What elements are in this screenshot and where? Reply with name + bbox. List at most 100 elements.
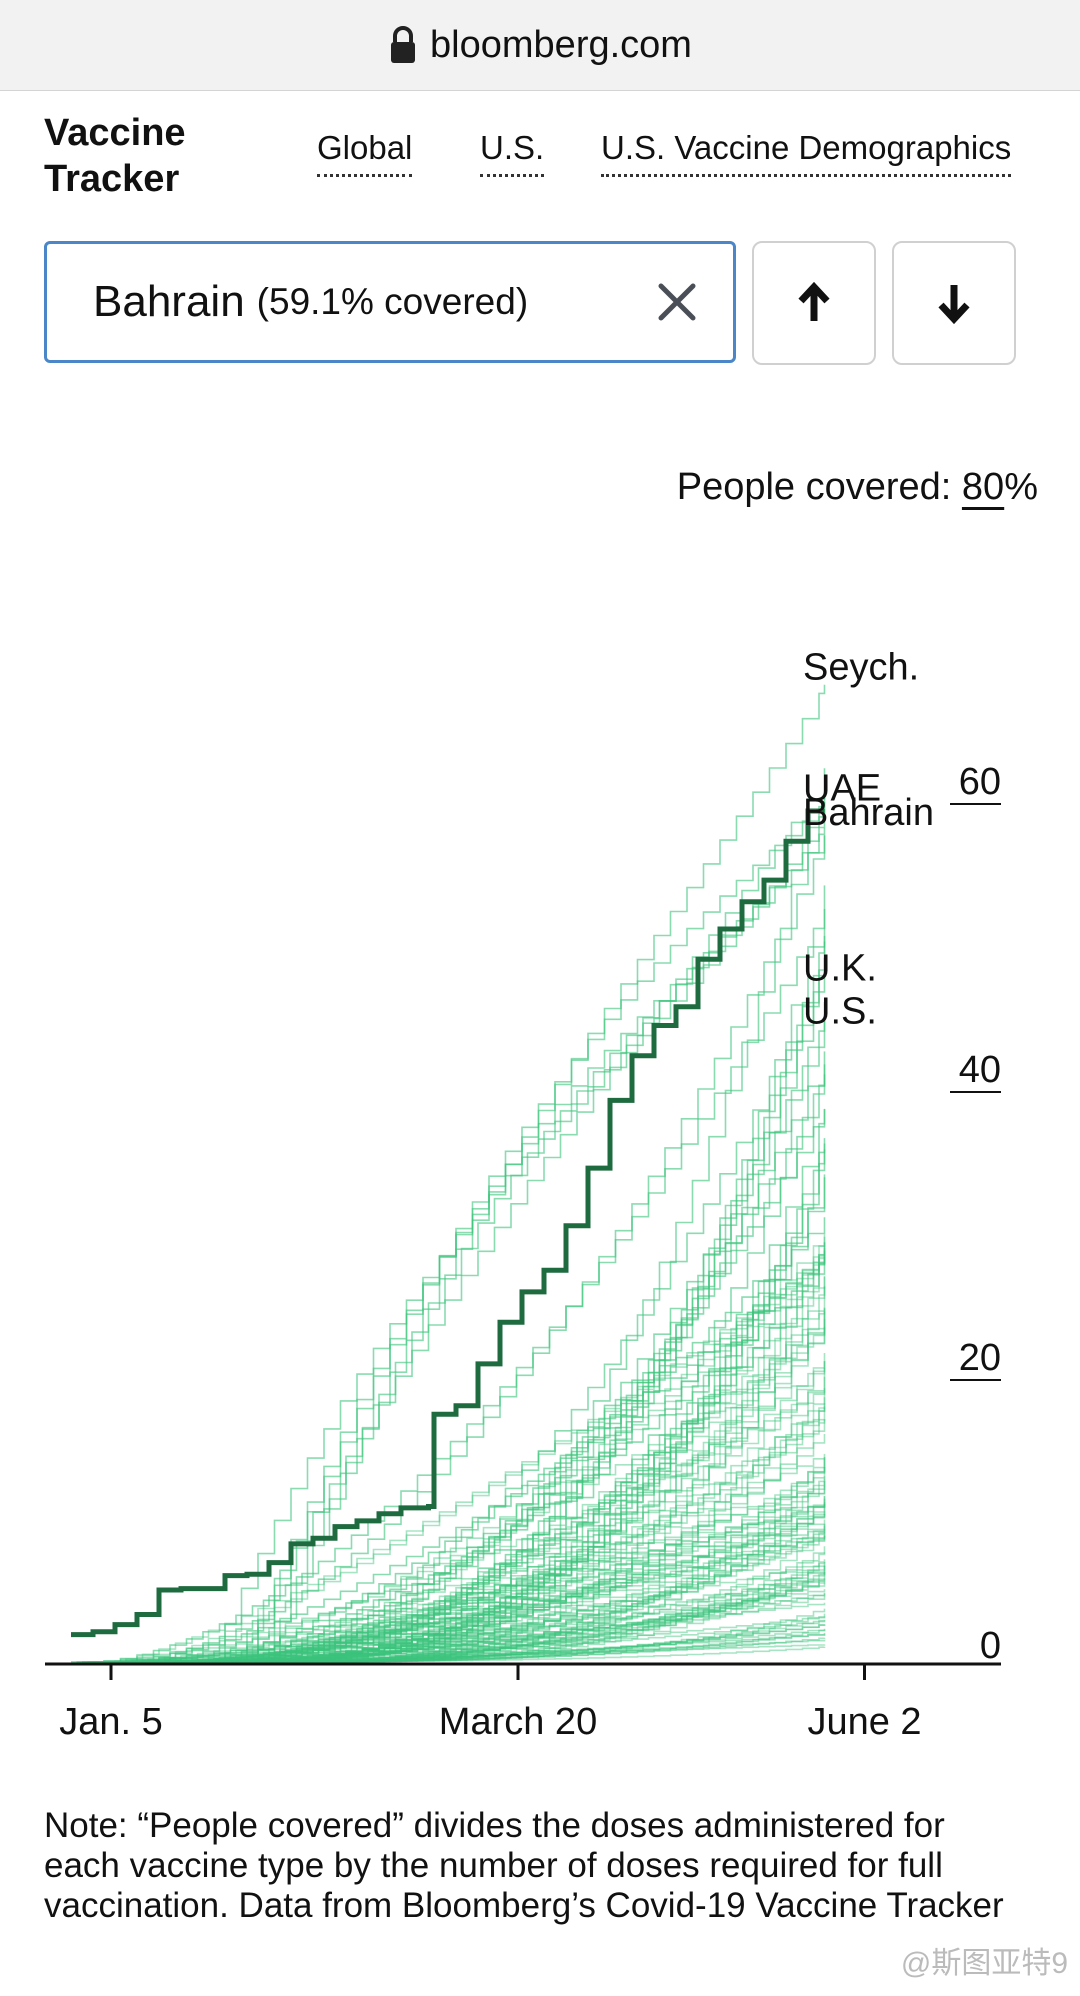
country-line [241, 1559, 826, 1663]
top-nav: Global U.S. U.S. Vaccine Demographics [0, 128, 1080, 188]
country-line [137, 1571, 826, 1663]
country-line [236, 1275, 826, 1663]
country-line [93, 1646, 826, 1663]
country-line [175, 1629, 826, 1663]
country-line [137, 957, 826, 1663]
vaccine-tracker-title[interactable]: Vaccine Tracker [44, 110, 244, 202]
country-line [104, 1504, 826, 1663]
country-line [247, 1566, 826, 1663]
x-tick-label: June 2 [807, 1701, 921, 1743]
country-line [82, 1589, 826, 1663]
watermark: @斯图亚特9 [900, 1947, 1068, 1980]
country-line [225, 1138, 826, 1663]
brand-line-1: Vaccine [44, 112, 186, 154]
country-line [280, 1481, 826, 1663]
country-line [137, 1419, 826, 1663]
country-line [120, 1234, 826, 1663]
country-line [236, 1453, 826, 1663]
country-line [98, 1564, 826, 1663]
country-line [214, 1368, 826, 1663]
previous-country-button[interactable] [752, 241, 876, 365]
country-line [131, 1524, 826, 1663]
country-line [280, 1505, 826, 1663]
country-line [186, 1535, 826, 1663]
country-line [280, 1565, 826, 1663]
country-line [258, 1619, 826, 1663]
country-line [109, 1074, 826, 1663]
country-line [175, 1286, 826, 1663]
selected-country: Bahrain [93, 277, 245, 326]
country-line [131, 1319, 826, 1663]
nav-us[interactable]: U.S. [480, 128, 545, 177]
country-line [170, 1361, 826, 1663]
country-line [131, 1276, 826, 1663]
country-line [137, 1327, 826, 1663]
y-axis-labels: 0 20 40 60 [950, 761, 1001, 1667]
country-line [269, 1608, 826, 1663]
country-line [258, 684, 826, 1663]
nav-global[interactable]: Global [317, 128, 413, 177]
clear-icon[interactable] [649, 274, 705, 330]
country-line [76, 1637, 826, 1663]
country-line [115, 1534, 826, 1663]
country-line [87, 1388, 826, 1663]
country-line [186, 1242, 826, 1663]
country-line [230, 1592, 826, 1663]
country-line [203, 1593, 826, 1663]
country-line [269, 1467, 826, 1663]
url-text: bloomberg.com [430, 23, 692, 66]
country-line [192, 1562, 826, 1663]
country-line [131, 1523, 826, 1663]
country-line [82, 1361, 826, 1663]
country-line [197, 885, 826, 1663]
people-covered-value[interactable]: 80 [961, 466, 1005, 508]
country-line [148, 1628, 826, 1663]
y-tick-label: 60 [959, 761, 1001, 803]
y-tick-label: 20 [959, 1337, 1001, 1379]
country-line [71, 1513, 826, 1663]
country-line [164, 1577, 826, 1663]
country-line [285, 1503, 826, 1663]
x-axis: Jan. 5 March 20 June 2 [45, 1662, 1001, 1743]
x-tick-label: March 20 [439, 1701, 597, 1743]
country-line [285, 1246, 826, 1663]
country-line [109, 1254, 826, 1663]
country-line [87, 1407, 826, 1663]
country-label: Seych. [803, 647, 919, 689]
people-covered-threshold[interactable]: People covered: 80% [677, 466, 1038, 509]
country-lines [71, 684, 826, 1663]
country-line [197, 1217, 826, 1663]
country-line [142, 1259, 826, 1663]
country-line [219, 1251, 826, 1663]
country-line [208, 1571, 826, 1663]
x-tick-label: Jan. 5 [59, 1701, 163, 1743]
y-tick-label: 0 [980, 1625, 1001, 1667]
next-country-button[interactable] [892, 241, 1016, 365]
country-line [87, 909, 826, 1663]
country-line [159, 1581, 826, 1663]
browser-url-bar[interactable]: bloomberg.com [0, 0, 1080, 91]
country-label: Bahrain [803, 792, 934, 834]
country-line [104, 1391, 826, 1663]
country-line [148, 1311, 826, 1663]
country-line [137, 1481, 826, 1663]
nav-us-vaccine-demographics[interactable]: U.S. Vaccine Demographics [601, 128, 1012, 177]
country-search-field[interactable]: Bahrain (59.1% covered) [44, 241, 736, 363]
country-line [82, 1496, 826, 1663]
country-line [115, 1582, 826, 1663]
country-line [131, 1502, 826, 1663]
country-line [164, 1602, 826, 1663]
country-line [175, 1406, 826, 1663]
country-line [197, 1376, 826, 1663]
country-line [263, 1596, 826, 1663]
country-line [219, 1353, 826, 1663]
country-label: U.S. [803, 991, 877, 1033]
country-line [115, 1457, 826, 1663]
country-line [175, 1535, 826, 1663]
country-line [247, 1573, 826, 1663]
country-line [197, 1326, 826, 1663]
country-line [219, 1525, 826, 1663]
arrow-up-icon [798, 281, 830, 321]
country-line [159, 957, 826, 1663]
